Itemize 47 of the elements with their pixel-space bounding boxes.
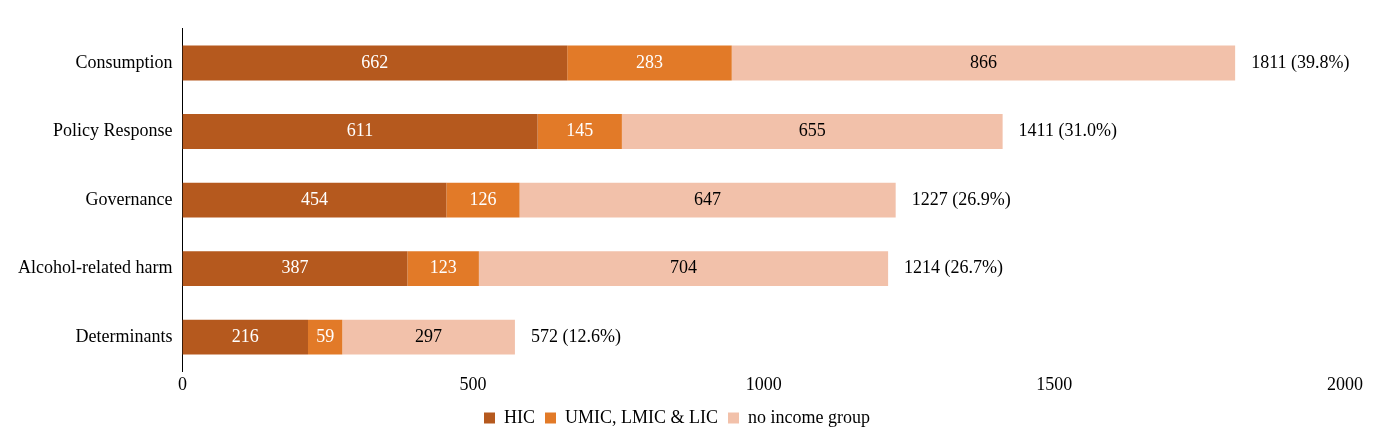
y-tick-label: Policy Response: [52, 120, 173, 141]
x-tick-label: 1000: [745, 373, 782, 394]
bar: [621, 114, 1003, 150]
data-label: 297: [415, 325, 443, 346]
bar: [342, 319, 515, 355]
bar: [407, 251, 479, 287]
data-label: 647: [694, 188, 722, 209]
x-tick-label: 500: [459, 373, 487, 394]
bar: [182, 319, 308, 355]
data-label: 454: [300, 188, 328, 209]
data-label: 123: [429, 257, 457, 278]
bar: [537, 114, 622, 150]
data-label: 662: [361, 51, 389, 72]
data-label: 283: [635, 51, 663, 72]
legend-label: HIC: [504, 406, 536, 427]
bar: [182, 251, 408, 287]
y-tick-label: Consumption: [75, 51, 173, 72]
data-label: 59: [316, 325, 335, 346]
y-tick-label: Governance: [85, 188, 173, 209]
data-label: 145: [566, 120, 594, 141]
total-label: 1411 (31.0%): [1018, 120, 1117, 142]
data-label: 387: [281, 257, 309, 278]
legend-label: no income group: [748, 406, 870, 427]
bar: [478, 251, 889, 287]
x-tick-label: 1500: [1036, 373, 1073, 394]
bar: [519, 182, 896, 218]
data-label: 216: [231, 325, 259, 346]
x-tick-label: 2000: [1327, 373, 1363, 394]
bar: [446, 182, 520, 218]
total-label: 1214 (26.7%): [904, 257, 1004, 279]
bar: [731, 45, 1236, 81]
bar: [182, 114, 538, 150]
data-label: 611: [346, 120, 374, 141]
legend-label: UMIC, LMIC & LIC: [565, 406, 719, 427]
y-tick-label: Determinants: [75, 325, 173, 346]
total-label: 1811 (39.8%): [1251, 51, 1350, 73]
data-label: 655: [798, 120, 826, 141]
total-label: 1227 (26.9%): [911, 188, 1011, 210]
data-label: 126: [469, 188, 497, 209]
total-label: 572 (12.6%): [530, 325, 621, 347]
bar: [567, 45, 732, 81]
x-tick-label: 0: [177, 373, 187, 394]
bar: [182, 182, 447, 218]
data-label: 866: [969, 51, 997, 72]
data-label: 704: [670, 257, 697, 278]
y-tick-label: Alcohol-related harm: [18, 257, 173, 278]
bar: [182, 45, 568, 81]
